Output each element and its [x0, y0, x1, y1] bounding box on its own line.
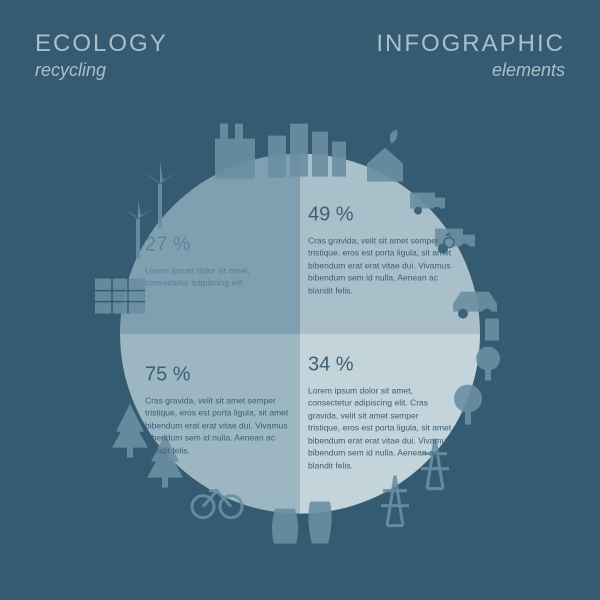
header-right: INFOGRAPHIC elements — [376, 30, 565, 81]
factory-icon — [215, 124, 255, 179]
body-tr: Cras gravida, velit sit amet semper tris… — [308, 236, 451, 296]
title-infographic: INFOGRAPHIC — [376, 30, 565, 58]
charger-icon — [485, 319, 499, 341]
quadrant-text-tl: 27 % Lorem ipsum dolor sit amet, consect… — [145, 232, 290, 290]
header: ECOLOGY recycling INFOGRAPHIC elements — [0, 30, 600, 81]
pct-tl: 27 % — [145, 232, 290, 259]
solar-panel-icon — [95, 279, 145, 314]
planet-chart: 27 % Lorem ipsum dolor sit amet, consect… — [90, 124, 510, 544]
round-tree-icon — [476, 347, 500, 381]
quadrant-text-tr: 49 % Cras gravida, velit sit amet semper… — [308, 202, 453, 297]
body-bl: Cras gravida, velit sit amet semper tris… — [145, 396, 288, 456]
header-left: ECOLOGY recycling — [35, 30, 168, 81]
quadrant-text-bl: 75 % Cras gravida, velit sit amet semper… — [145, 362, 290, 457]
nuclear-icon — [272, 509, 298, 544]
subtitle-elements: elements — [376, 60, 565, 81]
pie-svg — [90, 124, 510, 544]
pct-bl: 75 % — [145, 362, 290, 389]
title-ecology: ECOLOGY — [35, 30, 168, 58]
pct-br: 34 % — [308, 352, 453, 379]
pct-tr: 49 % — [308, 202, 453, 229]
cooling-tower-icon — [308, 502, 331, 544]
body-tl: Lorem ipsum dolor sit amet, consectetur … — [145, 266, 250, 288]
bicycle-icon — [192, 491, 242, 518]
quadrant-text-br: 34 % Lorem ipsum dolor sit amet, consect… — [308, 352, 453, 472]
buildings-icon — [268, 124, 346, 178]
eco-house-icon — [367, 130, 403, 182]
subtitle-recycling: recycling — [35, 60, 168, 81]
body-br: Lorem ipsum dolor sit amet, consectetur … — [308, 386, 451, 471]
